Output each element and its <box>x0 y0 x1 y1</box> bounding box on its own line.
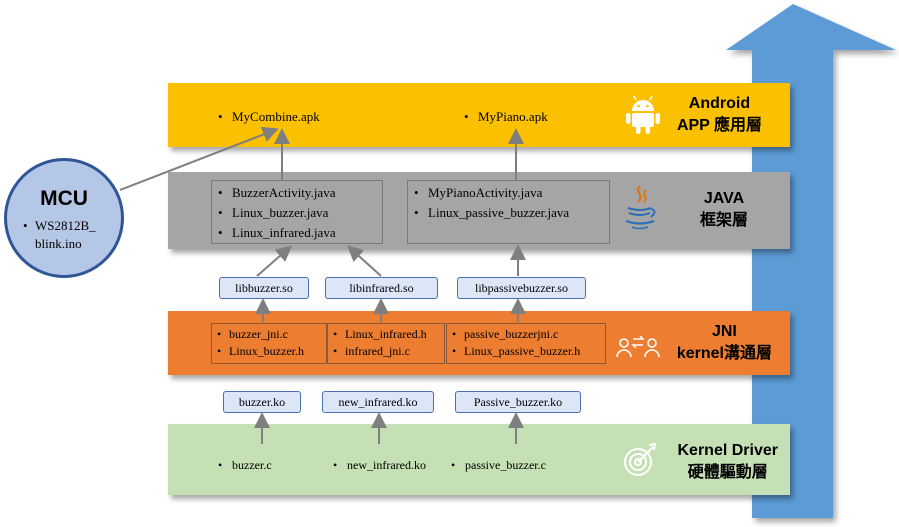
java-framework-layer: BuzzerActivity.java Linux_buzzer.java Li… <box>168 172 790 249</box>
arrow-libbuzzer-to-java <box>256 245 293 277</box>
ko-box-buzzer: buzzer.ko <box>223 391 301 413</box>
apk-item-mycombine: MyCombine.apk <box>218 107 320 127</box>
ko-box-new-infrared: new_infrared.ko <box>322 391 434 413</box>
jni-file: infrared_jni.c <box>333 343 444 360</box>
arrow-libinfrared-to-java <box>347 245 382 277</box>
android-layer-title: Android APP 應用層 <box>676 95 762 134</box>
lib-box-libpassivebuzzer: libpassivebuzzer.so <box>457 277 586 299</box>
mcu-circle: MCU • WS2812B_ blink.ino <box>4 158 124 278</box>
mcu-item: • WS2812B_ <box>23 218 96 233</box>
jni-box-passive-buzzer: passive_buzzerjni.c Linux_passive_buzzer… <box>446 323 606 364</box>
kernel-item-new-infrared: new_infrared.ko <box>333 455 426 475</box>
java-box-buzzer: BuzzerActivity.java Linux_buzzer.java Li… <box>211 180 383 244</box>
apk-item-mypiano: MyPiano.apk <box>464 107 548 127</box>
jni-file: Linux_passive_buzzer.h <box>452 343 605 360</box>
mcu-title: MCU <box>40 187 88 210</box>
java-file: Linux_infrared.java <box>218 223 382 243</box>
mcu-item-continued: blink.ino <box>35 236 82 251</box>
lib-box-libbuzzer: libbuzzer.so <box>219 277 309 299</box>
java-file: MyPianoActivity.java <box>414 183 609 203</box>
java-coffee-cup-icon <box>625 185 656 230</box>
jni-file: Linux_buzzer.h <box>217 343 326 360</box>
java-layer-title: JAVA 框架層 <box>699 190 748 229</box>
jni-file: passive_buzzerjni.c <box>452 326 605 343</box>
jni-layer: buzzer_jni.c Linux_buzzer.h Linux_infrar… <box>168 311 790 375</box>
kernel-item-buzzer: buzzer.c <box>218 455 272 475</box>
arrow-mcu-to-mycombine <box>119 126 279 191</box>
kernel-item-passive-buzzer: passive_buzzer.c <box>451 455 546 475</box>
kernel-layer-title: Kernel Driver 硬體驅動層 <box>677 442 779 481</box>
jni-box-infrared: Linux_infrared.h infrared_jni.c <box>327 323 445 364</box>
jni-file: buzzer_jni.c <box>217 326 326 343</box>
jni-layer-title: JNI kernel溝通層 <box>676 323 772 362</box>
java-file: BuzzerActivity.java <box>218 183 382 203</box>
android-robot-icon <box>626 95 660 134</box>
kernel-driver-layer: buzzer.c new_infrared.ko passive_buzzer.… <box>168 424 790 495</box>
java-box-piano: MyPianoActivity.java Linux_passive_buzze… <box>407 180 610 244</box>
jni-box-buzzer: buzzer_jni.c Linux_buzzer.h <box>211 323 327 364</box>
jni-file: Linux_infrared.h <box>333 326 444 343</box>
java-file: Linux_passive_buzzer.java <box>414 203 609 223</box>
people-exchange-icon <box>616 335 660 358</box>
target-arrow-icon <box>624 442 657 476</box>
java-file: Linux_buzzer.java <box>218 203 382 223</box>
